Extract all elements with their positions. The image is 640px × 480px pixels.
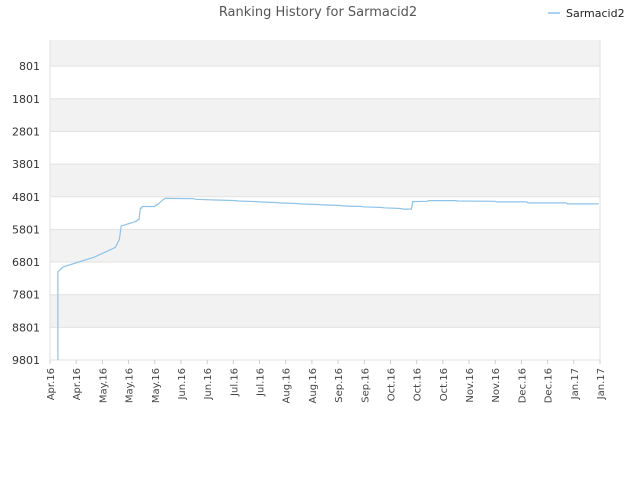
y-tick-label: 7801 [12,289,40,302]
x-tick-label: Oct.16 [386,368,397,401]
x-tick-label: Nov.16 [465,368,476,403]
x-tick-label: Nov.16 [491,368,502,403]
x-tick-label: Sep.16 [360,368,371,403]
x-tick-label: Jun.16 [203,368,214,401]
x-tick-label: Jun.16 [177,368,188,401]
x-tick-label: Oct.16 [439,368,450,401]
x-tick-label: Jan.17 [596,368,607,400]
x-tick-label: Jul.16 [229,368,240,397]
plot-band [50,229,600,263]
x-tick-label: Jul.16 [256,368,267,397]
y-tick-label: 2801 [12,125,40,138]
plot-band [50,66,600,99]
plot-bands [50,40,600,360]
plot-band [50,40,600,67]
x-tick-label: May.16 [151,368,162,403]
x-tick-label: May.16 [98,368,109,403]
y-axis: 801 1801 2801 3801 4801 5801 6801 7801 8801 9801 [12,60,40,367]
plot-band [50,164,600,197]
y-tick-label: 4801 [12,191,40,204]
x-tick-label: Dec.16 [544,368,555,403]
y-tick-label: 8801 [12,321,40,334]
plot-band [50,131,600,165]
plot-band [50,98,600,132]
y-tick-label: 5801 [12,223,40,236]
y-tick-label: 9801 [12,354,40,367]
x-tick-label: Dec.16 [517,368,528,403]
legend-label: Sarmacid2 [566,7,625,20]
x-tick-label: Apr.16 [46,368,57,400]
plot-band [50,262,600,295]
x-tick-label: May.16 [125,368,136,403]
chart-title: Ranking History for Sarmacid2 [219,5,417,20]
x-tick-label: Jan.17 [570,368,581,400]
legend[interactable]: Sarmacid2 [548,7,625,20]
x-tick-label: Sep.16 [334,368,345,403]
x-tick-label: Apr.16 [72,368,83,400]
y-tick-label: 801 [19,60,40,73]
grid-lines [49,40,601,361]
series-group [57,197,599,360]
x-tick-label: Aug.16 [308,368,319,403]
series-line-sarmacid2 [57,197,599,360]
x-axis: Apr.16 Apr.16 May.16 May.16 May.16 Jun.16 Jun.… [46,360,607,403]
y-tick-label: 1801 [12,93,40,106]
plot-band [50,327,600,360]
y-tick-label: 3801 [12,158,40,171]
plot-band [50,294,600,328]
x-tick-label: Oct.16 [413,368,424,401]
x-tick-label: Aug.16 [282,368,293,403]
y-tick-label: 6801 [12,256,40,269]
